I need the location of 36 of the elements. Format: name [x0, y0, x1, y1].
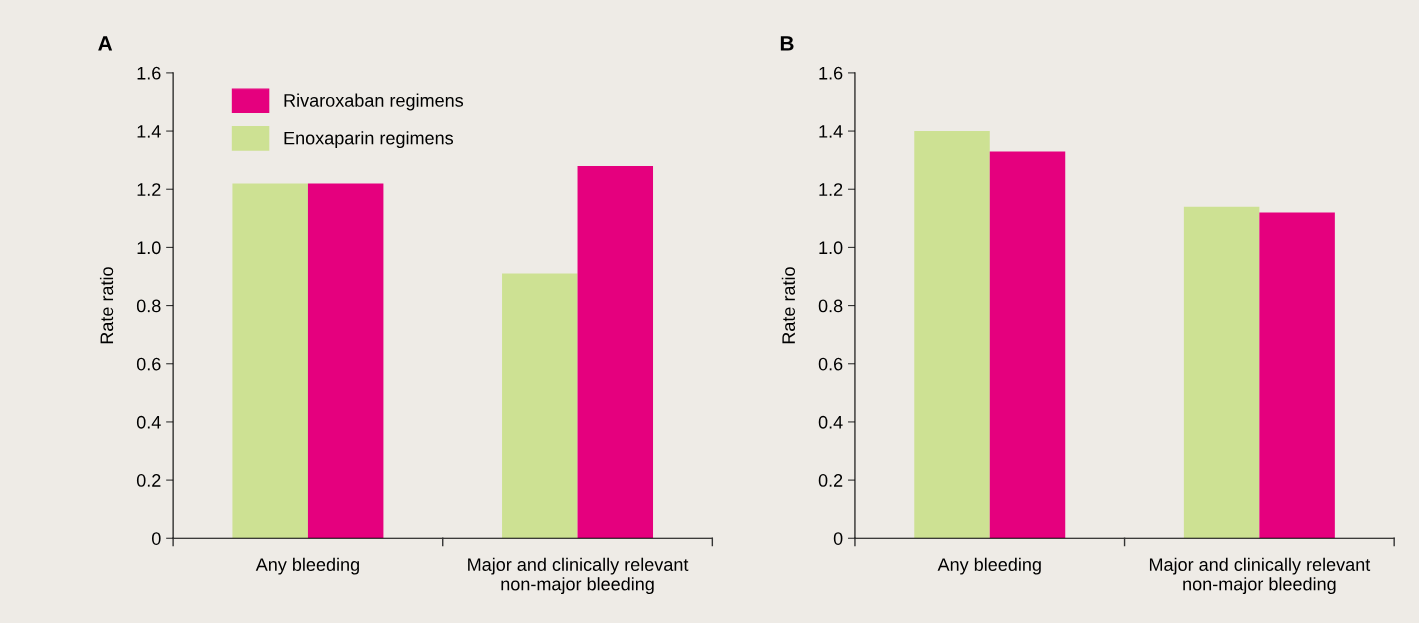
bar — [502, 273, 578, 539]
y-tick-label: 1.2 — [137, 183, 161, 196]
bar — [577, 165, 654, 539]
legend-label: Enoxaparin regimens — [284, 131, 454, 149]
y-tick-label: 1.2 — [819, 183, 843, 196]
chart-title: B — [780, 36, 794, 51]
y-tick-label: 1.4 — [819, 125, 843, 138]
y-tick-label: 0.4 — [818, 415, 843, 429]
y-tick-label: 0.6 — [136, 357, 161, 371]
bar — [1259, 212, 1335, 539]
legend-label: Rivaroxaban regimens — [284, 93, 464, 111]
x-tick-label: Any bleeding — [937, 557, 1041, 575]
chart-title: A — [98, 36, 113, 51]
bar — [989, 151, 1066, 539]
y-tick-label: 1.4 — [137, 125, 161, 138]
y-tick-label: 1.0 — [137, 241, 161, 255]
y-tick-label: 1.6 — [137, 66, 161, 80]
bar — [914, 131, 990, 539]
y-tick-label: 0.4 — [136, 415, 161, 429]
bar — [307, 183, 384, 539]
x-tick-label: Major and clinically relevant non-major bleeding — [468, 557, 689, 594]
bar — [1183, 206, 1260, 539]
y-axis-title: Rate ratio — [99, 267, 114, 344]
y-tick-label: 0.8 — [818, 299, 843, 313]
y-tick-label: 0.2 — [136, 474, 161, 487]
x-tick-label: Major and clinically relevant non-major bleeding — [1149, 557, 1371, 594]
bar — [232, 183, 308, 539]
y-tick-label: 0.2 — [818, 474, 843, 487]
y-tick-label: 0.6 — [818, 357, 843, 371]
x-tick-label: Any bleeding — [255, 557, 359, 575]
y-tick-label: 1.0 — [819, 241, 843, 255]
y-tick-label: 0 — [833, 532, 843, 545]
y-tick-label: 0 — [151, 532, 161, 545]
y-tick-label: 0.8 — [136, 299, 161, 313]
y-tick-label: 1.6 — [819, 66, 843, 80]
y-axis-title: Rate ratio — [781, 267, 796, 344]
